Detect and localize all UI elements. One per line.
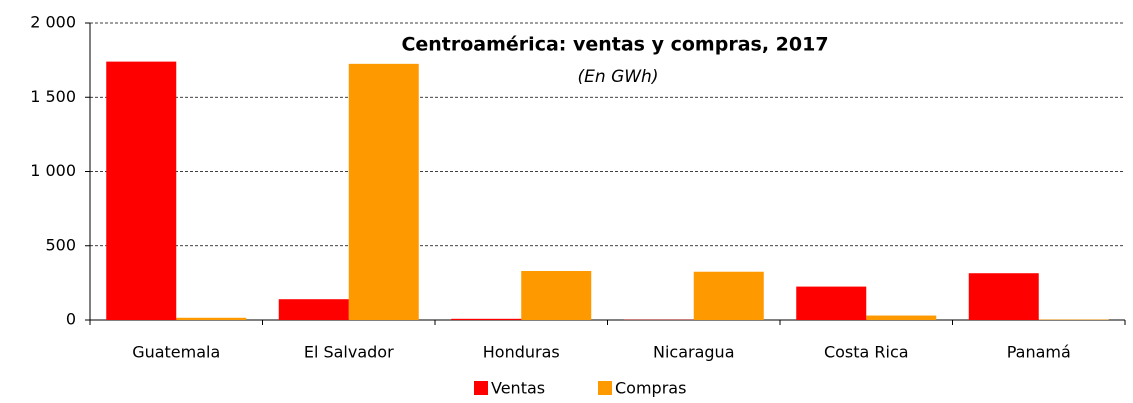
bar [693,271,764,320]
legend-swatch [598,381,612,395]
legend-label: Ventas [491,379,545,398]
y-tick-label: 2 000 [30,13,76,32]
chart-subtitle: (En GWh) [578,67,659,87]
chart-title: Centroamérica: ventas y compras, 2017 [401,34,828,56]
x-tick-label: Guatemala [132,343,220,362]
x-tick-label: Costa Rica [824,343,909,362]
bar [521,270,592,320]
bar [796,286,867,320]
x-tick-label: Nicaragua [653,343,735,362]
x-tick-label: El Salvador [304,343,394,362]
legend-swatch [474,381,488,395]
bar [106,61,177,321]
bar [866,315,937,320]
y-tick-label: 1 500 [30,87,76,106]
x-tick-label: Panamá [1007,343,1071,362]
y-tick-label: 0 [66,310,76,329]
bar [451,318,522,320]
legend-label: Compras [615,379,686,398]
y-tick-label: 1 000 [30,161,76,180]
bar [348,63,419,321]
bar [968,273,1039,320]
x-tick-label: Honduras [483,343,560,362]
bar [278,299,349,320]
bar [176,317,247,320]
y-tick-label: 500 [45,235,76,254]
